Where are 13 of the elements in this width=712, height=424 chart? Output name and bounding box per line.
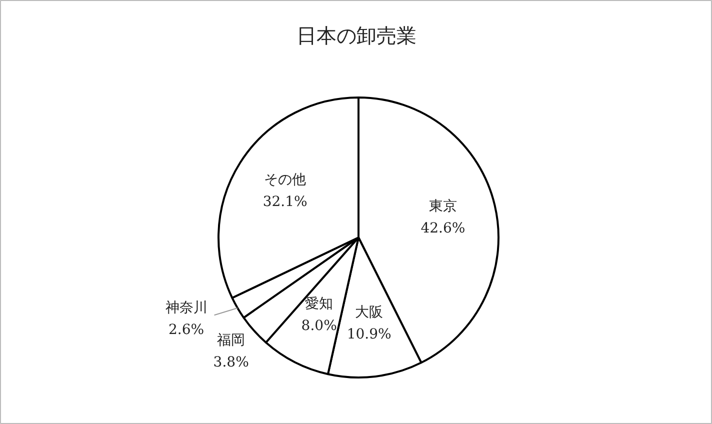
chart-title: 日本の卸売業 <box>296 24 416 48</box>
data-label: 32.1% <box>262 194 308 210</box>
slice-label: 大阪 <box>355 304 384 321</box>
slice-label: 東京 <box>428 198 457 214</box>
slice-label: 神奈川 <box>165 300 208 316</box>
slice-label: 愛知 <box>305 296 334 312</box>
data-label: 42.6% <box>420 220 466 236</box>
data-label: 8.0% <box>301 318 337 334</box>
data-label: 3.8% <box>213 354 249 370</box>
slice-label: 福岡 <box>217 332 246 348</box>
data-label: 10.9% <box>346 326 392 343</box>
data-label: 2.6% <box>168 322 204 338</box>
slice-label: その他 <box>264 172 306 188</box>
